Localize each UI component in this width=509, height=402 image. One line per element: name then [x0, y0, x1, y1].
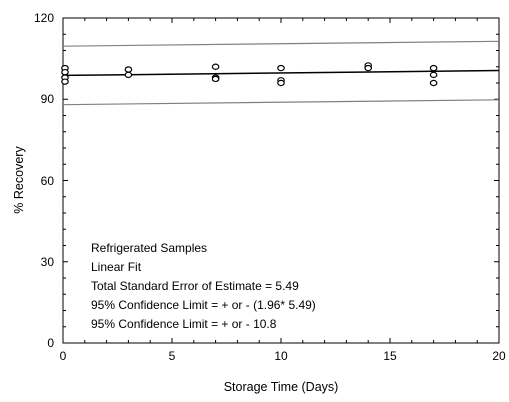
regression-line — [62, 69, 500, 77]
y-axis-title: % Recovery — [12, 146, 26, 214]
x-tick-labels: 0 5 10 15 20 — [60, 349, 506, 363]
x-axis-title: Storage Time (Days) — [224, 380, 339, 394]
y-tick-label: 60 — [41, 174, 55, 188]
x-tick-label: 5 — [169, 349, 176, 363]
y-tick-label: 90 — [41, 92, 55, 106]
y-tick-label: 120 — [34, 11, 54, 25]
annotation-line: 95% Confidence Limit = + or - (1.96* 5.4… — [91, 298, 316, 312]
annotation-block: Refrigerated Samples Linear Fit Total St… — [91, 241, 316, 331]
data-point — [364, 64, 373, 72]
fit-lines — [62, 40, 500, 106]
annotation-line: 95% Confidence Limit = + or - 10.8 — [91, 317, 277, 331]
data-points — [61, 62, 438, 87]
x-tick-label: 20 — [492, 349, 506, 363]
x-tick-label: 0 — [60, 349, 67, 363]
data-point — [124, 66, 133, 73]
data-point — [429, 79, 438, 87]
annotation-line: Total Standard Error of Estimate = 5.49 — [91, 279, 299, 293]
annotation-line: Linear Fit — [91, 260, 142, 274]
data-point — [429, 71, 438, 79]
data-point — [211, 75, 220, 83]
data-point — [124, 71, 133, 79]
annotation-line: Refrigerated Samples — [91, 241, 207, 255]
y-tick-label: 30 — [41, 255, 55, 269]
data-point — [211, 63, 220, 70]
x-tick-label: 10 — [274, 349, 288, 363]
lower-confidence-line — [62, 99, 500, 106]
data-point — [429, 64, 438, 72]
upper-confidence-line — [62, 40, 500, 47]
data-point — [61, 78, 69, 85]
y-tick-labels: 0 30 60 90 120 — [34, 11, 54, 350]
data-point — [277, 79, 285, 87]
y-tick-label: 0 — [47, 336, 54, 350]
data-point — [277, 64, 285, 72]
x-tick-label: 15 — [383, 349, 397, 363]
data-point — [61, 68, 69, 76]
